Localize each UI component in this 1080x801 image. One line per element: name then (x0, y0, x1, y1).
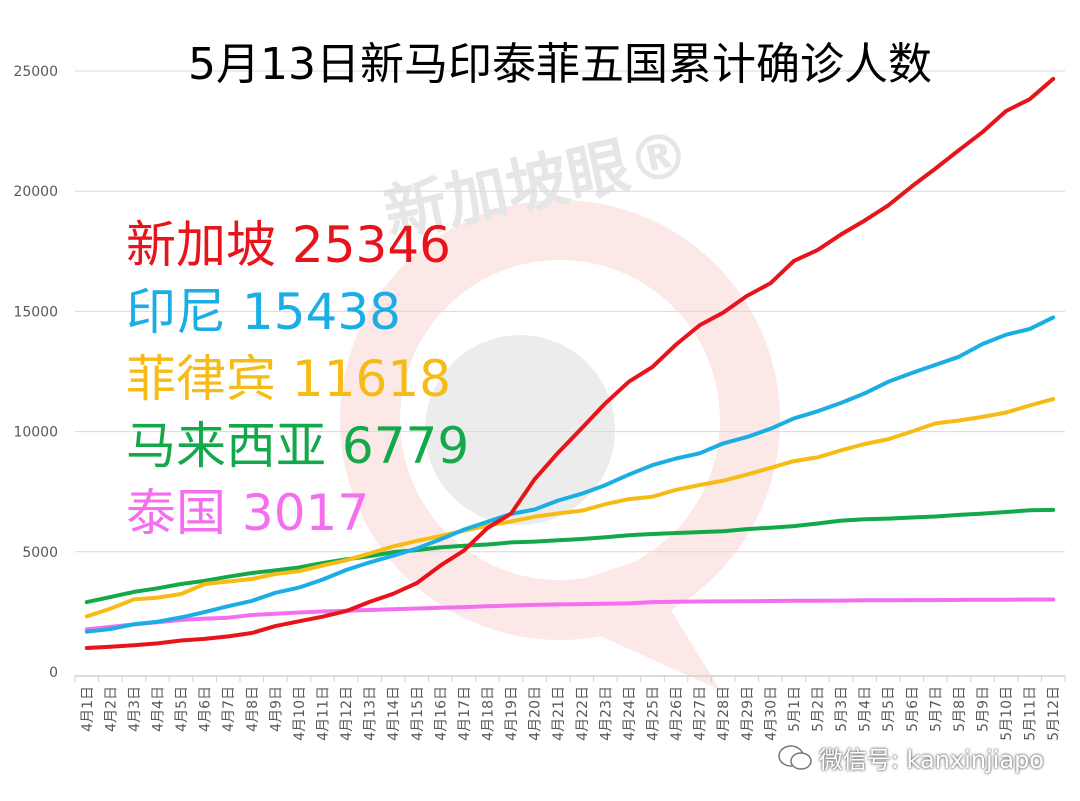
x-tick-label: 4月24日 (622, 686, 638, 741)
x-tick-label: 4月26日 (669, 686, 685, 741)
x-tick-label: 4月16日 (433, 686, 449, 741)
wechat-id: 微信号: kanxinjiapo (818, 746, 1044, 774)
x-tick-label: 5月5日 (881, 686, 897, 732)
series-line-新加坡 (84, 76, 1056, 650)
x-tick-label: 4月15日 (410, 686, 426, 741)
legend-philippines: 菲律宾 11618 (126, 350, 451, 408)
x-tick-label: 4月28日 (716, 686, 732, 741)
x-tick-label: 4月9日 (268, 686, 284, 732)
x-tick-label: 4月18日 (481, 686, 497, 741)
x-tick-label: 5月1日 (787, 686, 803, 732)
x-tick-label: 4月4日 (151, 686, 167, 732)
legend-thailand: 泰国 3017 (126, 484, 370, 542)
x-tick-label: 5月8日 (952, 686, 968, 732)
x-tick-label: 4月25日 (646, 686, 662, 741)
x-tick-label: 4月5日 (174, 686, 190, 732)
x-tick-label: 4月3日 (127, 686, 143, 732)
x-tick-label: 4月30日 (763, 686, 779, 741)
x-tick-label: 4月23日 (598, 686, 614, 741)
y-tick-label: 0 (49, 665, 58, 681)
x-tick-label: 5月2日 (811, 686, 827, 732)
x-tick-label: 4月29日 (740, 686, 756, 741)
series-line-马来西亚 (84, 507, 1056, 605)
x-tick-label: 4月27日 (693, 686, 709, 741)
x-tick-label: 4月10日 (292, 686, 308, 741)
x-tick-label: 4月20日 (528, 686, 544, 741)
x-tick-label: 4月6日 (198, 686, 214, 732)
x-tick-label: 4月13日 (363, 686, 379, 741)
x-tick-label: 4月1日 (80, 686, 96, 732)
legend-malaysia: 马来西亚 6779 (126, 417, 470, 475)
series-line-泰国 (84, 597, 1056, 632)
x-tick-label: 4月17日 (457, 686, 473, 741)
x-tick-label: 4月2日 (103, 686, 119, 732)
wechat-icon (778, 744, 812, 770)
x-tick-label: 5月4日 (858, 686, 874, 732)
x-tick-label: 4月11日 (316, 686, 332, 741)
x-tick-label: 4月21日 (551, 686, 567, 741)
series-line-印尼 (84, 315, 1056, 634)
legend-singapore: 新加坡 25346 (126, 216, 451, 274)
wechat-watermark: 微信号: kanxinjiapo (777, 740, 1044, 775)
series-lines (84, 76, 1056, 650)
x-tick-label: 5月9日 (976, 686, 992, 732)
x-tick-label: 5月7日 (928, 686, 944, 732)
chart-title: 5月13日新马印泰菲五国累计确诊人数 (188, 39, 932, 90)
x-tick-label: 4月8日 (245, 686, 261, 732)
x-tick-label: 5月10日 (999, 686, 1015, 741)
x-tick-label: 5月11日 (1023, 686, 1039, 741)
y-tick-label: 15000 (13, 304, 58, 320)
x-axis: 4月1日 4月2日 4月3日 4月4日 4月5日 4月6日 4月7日 4月8日 4月9日 4月10… (74, 675, 1066, 741)
y-tick-label: 25000 (13, 64, 58, 80)
y-tick-label: 20000 (13, 184, 58, 200)
x-tick-label: 4月19日 (504, 686, 520, 741)
y-axis: 0 5000 10000 15000 20000 25000 (13, 64, 58, 681)
y-tick-label: 10000 (13, 425, 58, 441)
gridlines (75, 70, 1065, 553)
x-tick-label: 4月7日 (221, 686, 237, 732)
x-tick-label: 4月14日 (386, 686, 402, 741)
legend: 新加坡 25346 印尼 15438 菲律宾 11618 马来西亚 6779 泰… (126, 212, 469, 547)
x-tick-label: 5月12日 (1046, 686, 1062, 741)
x-tick-label: 4月12日 (339, 686, 355, 741)
series-line-菲律宾 (84, 397, 1056, 619)
y-tick-label: 5000 (22, 545, 58, 561)
x-tick-label: 5月3日 (834, 686, 850, 732)
x-tick-label: 4月22日 (575, 686, 591, 741)
legend-indonesia: 印尼 15438 (126, 283, 401, 341)
x-tick-label: 5月6日 (905, 686, 921, 732)
